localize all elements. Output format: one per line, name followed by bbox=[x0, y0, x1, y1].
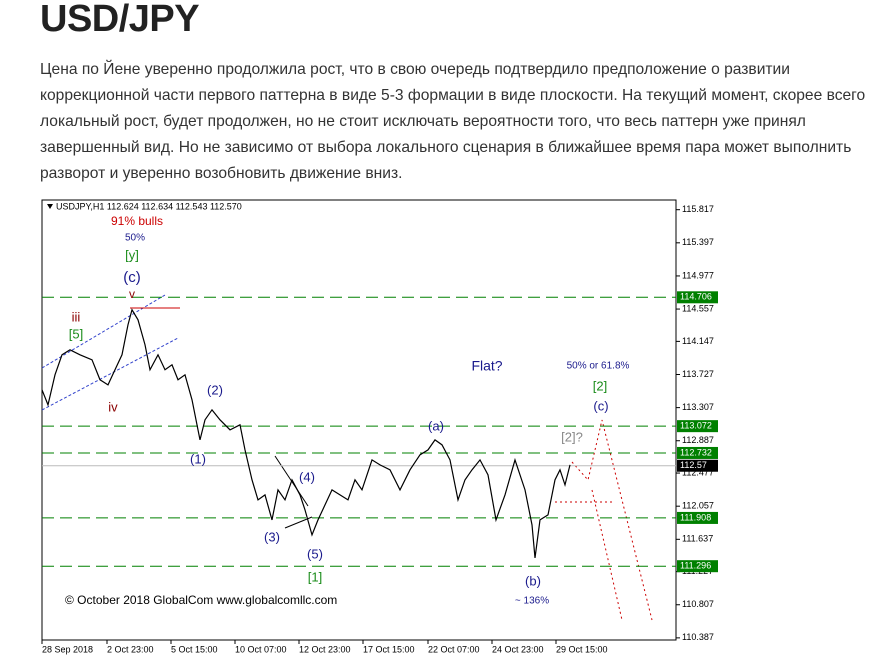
channel-line bbox=[41, 337, 179, 411]
y-tick-label: 110.387 bbox=[682, 632, 714, 642]
marker bbox=[47, 204, 53, 209]
annotation: Flat? bbox=[471, 358, 502, 374]
level-box bbox=[677, 420, 718, 433]
y-tick-label: 112.887 bbox=[682, 435, 714, 445]
x-tick-label: 24 Oct 23:00 bbox=[492, 644, 544, 654]
y-tick-label: 113.727 bbox=[682, 369, 714, 379]
level-label: 111.908 bbox=[680, 512, 711, 522]
x-tick-label: 12 Oct 23:00 bbox=[299, 644, 351, 654]
annotation: (c) bbox=[593, 398, 608, 413]
y-tick-label: 114.147 bbox=[682, 336, 714, 346]
article-text: Цена по Йене уверенно продолжила рост, ч… bbox=[40, 61, 866, 182]
annotation: (a) bbox=[428, 418, 444, 433]
level-label: 112.732 bbox=[680, 447, 712, 457]
annotation: (2) bbox=[207, 382, 223, 397]
level-box bbox=[677, 291, 718, 304]
annotation: © October 2018 GlobalCom www.globalcomll… bbox=[65, 593, 337, 607]
channel-line bbox=[41, 294, 166, 369]
projection bbox=[591, 489, 623, 621]
annotation: (c) bbox=[123, 269, 141, 286]
annotation: iii bbox=[72, 309, 81, 324]
x-tick-label: 10 Oct 07:00 bbox=[235, 644, 287, 654]
y-tick-label: 110.807 bbox=[682, 599, 714, 609]
annotation: ~ 136% bbox=[515, 596, 549, 607]
y-tick-label: 114.977 bbox=[682, 270, 714, 280]
annotation: 91% bulls bbox=[111, 214, 163, 228]
level-label: 113.072 bbox=[680, 421, 712, 431]
last-price-box bbox=[677, 459, 718, 472]
level-label: 111.296 bbox=[680, 561, 711, 571]
annotation: (b) bbox=[525, 573, 541, 588]
y-tick-label: 115.397 bbox=[682, 237, 714, 247]
x-tick-label: 29 Oct 15:00 bbox=[556, 644, 608, 654]
annotation: v bbox=[129, 287, 135, 301]
y-tick-label: 114.557 bbox=[682, 303, 714, 313]
annotation: [2]? bbox=[561, 429, 583, 444]
x-tick-label: 22 Oct 07:00 bbox=[428, 644, 480, 654]
annotation: (3) bbox=[264, 529, 280, 544]
last-price-label: 112.57 bbox=[680, 460, 707, 470]
level-box bbox=[677, 446, 718, 459]
annotation: USDJPY,H1 112.624 112.634 112.543 112.57… bbox=[56, 201, 242, 211]
y-tick-label: 115.817 bbox=[682, 204, 714, 214]
y-tick-label: 112.477 bbox=[682, 467, 714, 477]
x-tick-label: 2 Oct 23:00 bbox=[107, 644, 154, 654]
annotation: (4) bbox=[299, 469, 315, 484]
level-box bbox=[677, 560, 718, 573]
annotation: 50% bbox=[125, 233, 145, 244]
plot-frame bbox=[41, 199, 677, 641]
y-tick-label: 112.057 bbox=[682, 501, 714, 511]
y-tick-label: 111.637 bbox=[682, 534, 713, 544]
y-tick-label: 113.307 bbox=[682, 402, 714, 412]
annotation: (1) bbox=[190, 451, 206, 466]
annotation: (5) bbox=[307, 546, 323, 561]
page-title: USD/JPY bbox=[40, 0, 200, 40]
annotation: [2] bbox=[593, 378, 607, 393]
annotation: [y] bbox=[125, 247, 139, 262]
x-tick-label: 5 Oct 15:00 bbox=[171, 644, 218, 654]
level-box bbox=[677, 511, 718, 524]
level-label: 114.706 bbox=[680, 292, 712, 302]
annotation: [5] bbox=[69, 326, 83, 341]
x-tick-label: 17 Oct 15:00 bbox=[363, 644, 415, 654]
x-tick-label: 28 Sep 2018 bbox=[42, 644, 93, 654]
annotation: 50% or 61.8% bbox=[567, 361, 630, 372]
price-line bbox=[41, 308, 571, 558]
annotation: iv bbox=[108, 399, 118, 414]
annotation: [1] bbox=[308, 569, 322, 584]
